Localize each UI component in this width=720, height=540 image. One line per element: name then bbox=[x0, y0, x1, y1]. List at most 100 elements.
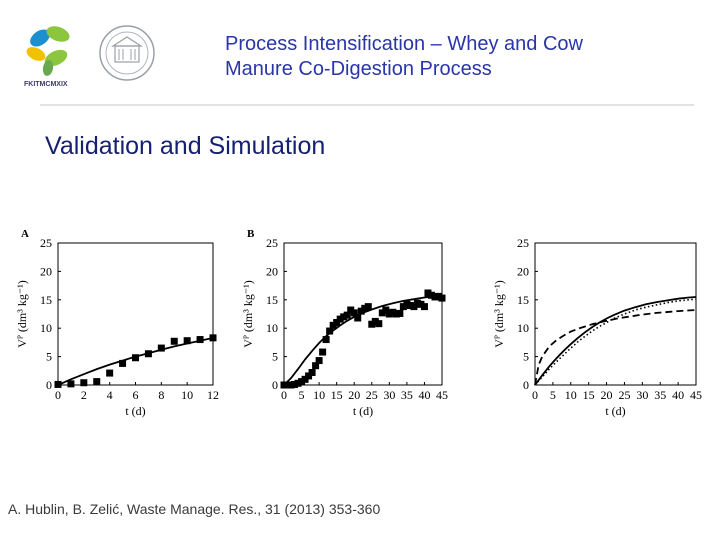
data-point bbox=[333, 319, 341, 327]
panel-label: B bbox=[247, 228, 255, 240]
x-tick-label: 35 bbox=[654, 388, 666, 402]
data-point bbox=[67, 380, 75, 388]
data-point bbox=[291, 380, 299, 388]
y-tick-label: 25 bbox=[266, 236, 278, 250]
x-tick-label: 45 bbox=[690, 388, 702, 402]
data-point bbox=[329, 321, 337, 329]
y-tick-label: 10 bbox=[40, 321, 52, 335]
data-point bbox=[375, 320, 383, 328]
y-tick-label: 5 bbox=[46, 350, 52, 364]
header-title-line-2: Manure Co-Digestion Process bbox=[225, 58, 492, 80]
series-line-solid bbox=[283, 294, 443, 386]
data-point bbox=[315, 357, 323, 365]
data-point bbox=[389, 308, 397, 316]
data-point bbox=[305, 372, 313, 380]
data-point bbox=[438, 294, 446, 302]
y-tick-label: 25 bbox=[517, 236, 529, 250]
x-tick-label: 10 bbox=[313, 388, 325, 402]
x-tick-label: 6 bbox=[133, 388, 139, 402]
data-point bbox=[392, 310, 400, 318]
data-point bbox=[340, 313, 348, 321]
data-point bbox=[343, 311, 351, 319]
y-tick-label: 10 bbox=[517, 321, 529, 335]
y-tick-label: 20 bbox=[266, 264, 278, 278]
data-point bbox=[119, 359, 127, 367]
data-point bbox=[350, 309, 358, 317]
y-tick-label: 10 bbox=[266, 321, 278, 335]
data-point bbox=[284, 381, 292, 389]
data-point bbox=[319, 348, 327, 356]
data-point bbox=[183, 337, 191, 345]
data-point bbox=[354, 314, 362, 322]
data-point bbox=[287, 381, 295, 389]
data-point bbox=[196, 336, 204, 344]
university-seal-icon bbox=[99, 25, 155, 81]
header-title-line-1: Process Intensification – Whey and Cow bbox=[225, 33, 583, 55]
x-tick-label: 2 bbox=[81, 388, 87, 402]
data-point bbox=[410, 303, 418, 311]
y-axis-label: Vᴾ (dm³ kg⁻¹) bbox=[492, 280, 506, 348]
data-point bbox=[80, 379, 88, 387]
data-point bbox=[157, 344, 165, 352]
data-point bbox=[106, 369, 114, 377]
x-tick-label: 15 bbox=[583, 388, 595, 402]
data-point bbox=[357, 307, 365, 315]
data-point bbox=[132, 354, 139, 362]
data-point bbox=[170, 337, 178, 345]
x-tick-label: 5 bbox=[299, 388, 305, 402]
y-tick-label: 5 bbox=[523, 350, 529, 364]
data-point bbox=[396, 309, 404, 317]
data-point bbox=[364, 303, 372, 311]
data-point bbox=[301, 375, 309, 383]
chart-panel-0: 0 2 4 6 8 10 12 0 5 10 15 20 25 t (d) Vᴾ (dm³ kg⁻¹) A bbox=[15, 228, 219, 418]
series-line-dashed bbox=[534, 309, 697, 386]
logo-left-text: FKITMCMXIX bbox=[24, 81, 68, 88]
data-point bbox=[371, 317, 379, 325]
x-tick-label: 4 bbox=[107, 388, 113, 402]
plot-frame bbox=[534, 242, 697, 386]
x-tick-label: 25 bbox=[366, 388, 378, 402]
y-tick-label: 0 bbox=[272, 378, 278, 392]
data-point bbox=[326, 327, 334, 335]
data-point bbox=[336, 315, 344, 323]
data-point bbox=[385, 310, 393, 318]
leaf-logo-icon bbox=[26, 26, 70, 76]
x-tick-label: 30 bbox=[636, 388, 648, 402]
data-point bbox=[399, 303, 407, 311]
x-tick-label: 20 bbox=[601, 388, 613, 402]
x-tick-label: 12 bbox=[207, 388, 219, 402]
x-tick-label: 40 bbox=[418, 388, 430, 402]
data-point bbox=[403, 300, 411, 308]
data-point bbox=[368, 320, 376, 328]
data-point bbox=[424, 289, 432, 297]
x-tick-label: 20 bbox=[348, 388, 360, 402]
x-tick-label: 10 bbox=[181, 388, 193, 402]
data-point bbox=[361, 304, 369, 312]
panel-label: A bbox=[21, 228, 29, 240]
data-point bbox=[93, 378, 101, 386]
y-tick-label: 15 bbox=[266, 293, 278, 307]
citation: A. Hublin, B. Zelić, Waste Manage. Res.,… bbox=[8, 501, 381, 517]
data-point bbox=[347, 306, 355, 314]
y-tick-label: 15 bbox=[40, 293, 52, 307]
x-tick-label: 35 bbox=[401, 388, 413, 402]
data-point bbox=[209, 334, 217, 342]
data-point bbox=[382, 306, 390, 314]
x-axis-label: t (d) bbox=[125, 404, 145, 418]
y-tick-label: 15 bbox=[517, 293, 529, 307]
data-point bbox=[413, 299, 421, 307]
data-point bbox=[294, 379, 302, 387]
data-point bbox=[378, 309, 386, 317]
y-tick-label: 5 bbox=[272, 350, 278, 364]
plot-frame bbox=[57, 242, 214, 386]
y-tick-label: 20 bbox=[40, 264, 52, 278]
series-line-solid bbox=[534, 296, 697, 386]
x-tick-label: 15 bbox=[331, 388, 343, 402]
university-faculty-logo: FKITMCMXIX bbox=[24, 26, 70, 88]
x-tick-label: 25 bbox=[618, 388, 630, 402]
x-tick-label: 8 bbox=[158, 388, 164, 402]
x-tick-label: 0 bbox=[532, 388, 538, 402]
